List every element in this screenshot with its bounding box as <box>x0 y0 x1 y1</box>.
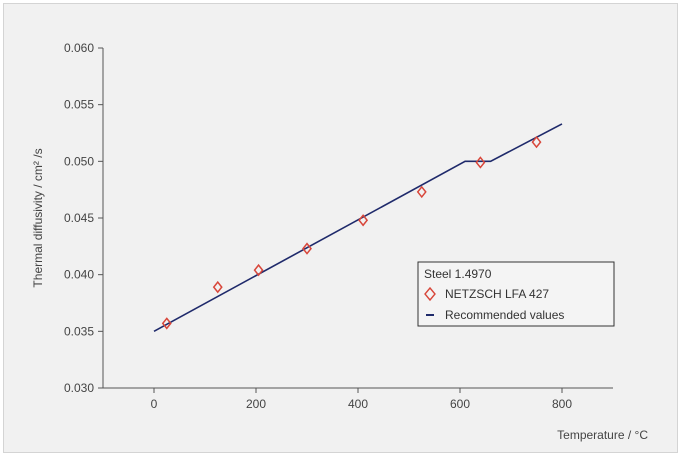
y-tick-label: 0.045 <box>64 211 94 225</box>
y-tick-label: 0.040 <box>64 268 94 282</box>
data-point-diamond <box>302 242 312 255</box>
x-tick-label: 800 <box>552 397 572 411</box>
x-tick-label: 0 <box>151 397 158 411</box>
y-tick-label: 0.055 <box>64 98 94 112</box>
y-tick-label: 0.050 <box>64 154 94 168</box>
y-axis-title: Thermal diffusivity / cm² /s <box>31 148 45 287</box>
data-point-diamond <box>212 280 223 294</box>
legend-box <box>417 261 615 327</box>
legend: Steel 1.4970 NETZSCH LFA 427 Recommended… <box>417 261 615 327</box>
netzsch-lfa-427-series <box>161 135 542 330</box>
y-ticks: 0.030 0.035 0.040 0.045 0.050 0.055 0.060 <box>64 41 103 395</box>
x-tick-label: 400 <box>348 397 368 411</box>
data-point-diamond <box>358 214 369 227</box>
axes <box>102 48 613 389</box>
legend-diamond-icon <box>424 286 436 302</box>
x-axis-title: Temperature / °C <box>557 428 648 442</box>
legend-title: Steel 1.4970 <box>424 267 492 281</box>
data-point-diamond <box>161 317 172 330</box>
y-tick-label: 0.035 <box>64 324 94 338</box>
data-point-diamond <box>253 263 264 277</box>
x-ticks: 0 200 400 600 800 <box>151 388 572 411</box>
y-tick-label: 0.060 <box>64 41 94 55</box>
chart-panel <box>3 3 678 453</box>
data-point-diamond <box>531 135 542 149</box>
legend-entry-recommended: Recommended values <box>445 308 564 322</box>
x-tick-label: 200 <box>246 397 266 411</box>
data-point-diamond <box>475 156 486 169</box>
data-point-diamond <box>416 185 427 199</box>
legend-entry-netzsch: NETZSCH LFA 427 <box>445 287 549 301</box>
x-tick-label: 600 <box>450 397 470 411</box>
y-tick-label: 0.030 <box>64 381 94 395</box>
